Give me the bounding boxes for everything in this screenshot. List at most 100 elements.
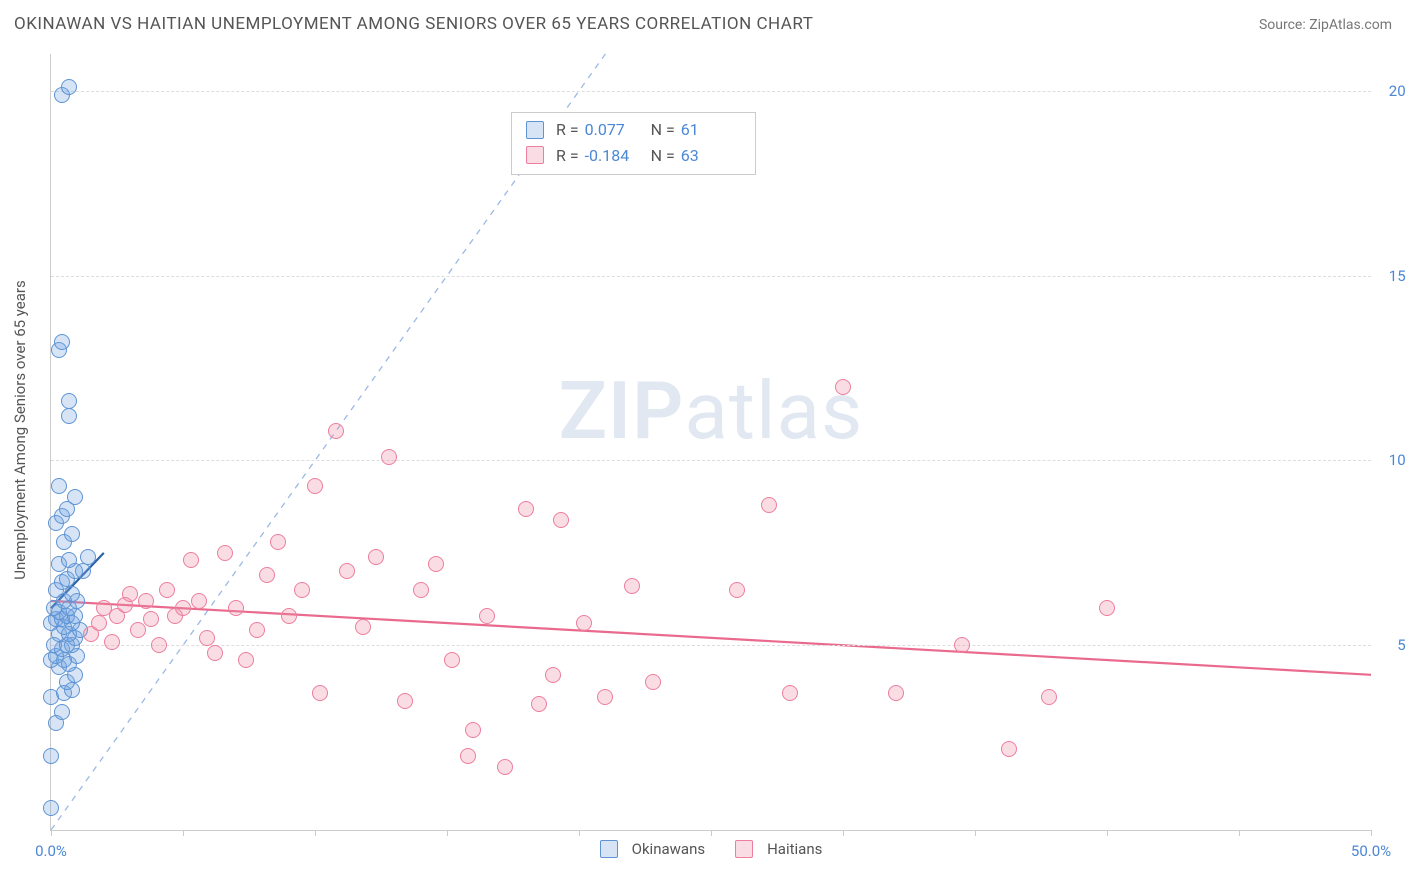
legend-label-haitians: Haitians bbox=[767, 840, 822, 858]
scatter-point-haitians bbox=[545, 667, 561, 683]
r-label: R = bbox=[556, 117, 579, 143]
scatter-point-haitians bbox=[444, 652, 460, 668]
scatter-point-haitians bbox=[460, 748, 476, 764]
scatter-point-haitians bbox=[270, 534, 286, 550]
scatter-point-haitians bbox=[151, 637, 167, 653]
scatter-point-haitians bbox=[159, 582, 175, 598]
legend-item-haitians: Haitians bbox=[735, 840, 822, 858]
n-value-haitians: 63 bbox=[681, 143, 741, 169]
chart-source: Source: ZipAtlas.com bbox=[1259, 17, 1392, 33]
scatter-point-haitians bbox=[1099, 600, 1115, 616]
x-tick bbox=[1107, 830, 1108, 836]
scatter-point-haitians bbox=[479, 608, 495, 624]
grid-line bbox=[51, 276, 1371, 277]
y-tick-label: 20.0% bbox=[1379, 82, 1406, 100]
scatter-point-haitians bbox=[294, 582, 310, 598]
scatter-point-okinawans bbox=[54, 704, 70, 720]
scatter-point-haitians bbox=[217, 545, 233, 561]
scatter-point-haitians bbox=[143, 611, 159, 627]
corr-row-okinawans: R = 0.077 N = 61 bbox=[526, 117, 741, 143]
scatter-point-haitians bbox=[183, 552, 199, 568]
scatter-point-okinawans bbox=[43, 800, 59, 816]
series-legend: Okinawans Haitians bbox=[51, 840, 1371, 858]
grid-line bbox=[51, 460, 1371, 461]
chart-title: OKINAWAN VS HAITIAN UNEMPLOYMENT AMONG S… bbox=[14, 14, 813, 34]
scatter-point-haitians bbox=[645, 674, 661, 690]
scatter-point-haitians bbox=[497, 759, 513, 775]
legend-label-okinawans: Okinawans bbox=[632, 840, 705, 858]
scatter-point-haitians bbox=[191, 593, 207, 609]
grid-line bbox=[51, 645, 1371, 646]
x-tick bbox=[711, 830, 712, 836]
scatter-point-haitians bbox=[761, 497, 777, 513]
scatter-point-haitians bbox=[207, 645, 223, 661]
scatter-point-haitians bbox=[138, 593, 154, 609]
scatter-point-haitians bbox=[597, 689, 613, 705]
scatter-point-haitians bbox=[307, 478, 323, 494]
scatter-point-haitians bbox=[355, 619, 371, 635]
scatter-point-okinawans bbox=[61, 393, 77, 409]
scatter-point-haitians bbox=[249, 622, 265, 638]
scatter-point-haitians bbox=[259, 567, 275, 583]
swatch-okinawans bbox=[526, 121, 544, 139]
y-tick-label: 10.0% bbox=[1379, 451, 1406, 469]
scatter-point-haitians bbox=[281, 608, 297, 624]
n-label: N = bbox=[651, 117, 675, 143]
chart-header: OKINAWAN VS HAITIAN UNEMPLOYMENT AMONG S… bbox=[14, 14, 1392, 34]
scatter-point-haitians bbox=[130, 622, 146, 638]
y-tick-label: 15.0% bbox=[1379, 267, 1406, 285]
scatter-point-okinawans bbox=[61, 79, 77, 95]
scatter-point-haitians bbox=[1041, 689, 1057, 705]
scatter-point-haitians bbox=[835, 379, 851, 395]
scatter-point-okinawans bbox=[64, 526, 80, 542]
scatter-point-haitians bbox=[122, 586, 138, 602]
scatter-point-haitians bbox=[782, 685, 798, 701]
x-tick bbox=[51, 830, 52, 836]
n-value-okinawans: 61 bbox=[681, 117, 741, 143]
y-axis-label: Unemployment Among Seniors over 65 years bbox=[11, 280, 29, 579]
scatter-point-okinawans bbox=[43, 748, 59, 764]
scatter-point-haitians bbox=[576, 615, 592, 631]
source-name: ZipAtlas.com bbox=[1309, 17, 1392, 33]
scatter-point-haitians bbox=[428, 556, 444, 572]
scatter-point-okinawans bbox=[61, 552, 77, 568]
x-tick bbox=[1371, 830, 1372, 836]
scatter-point-haitians bbox=[175, 600, 191, 616]
legend-item-okinawans: Okinawans bbox=[600, 840, 705, 858]
n-label: N = bbox=[651, 143, 675, 169]
scatter-point-haitians bbox=[954, 637, 970, 653]
scatter-point-okinawans bbox=[67, 489, 83, 505]
x-tick-label: 0.0% bbox=[35, 842, 67, 860]
scatter-point-haitians bbox=[888, 685, 904, 701]
scatter-point-haitians bbox=[518, 501, 534, 517]
scatter-point-okinawans bbox=[75, 563, 91, 579]
scatter-point-haitians bbox=[328, 423, 344, 439]
scatter-point-haitians bbox=[228, 600, 244, 616]
x-tick-label: 50.0% bbox=[1351, 842, 1391, 860]
scatter-point-okinawans bbox=[80, 549, 96, 565]
scatter-point-haitians bbox=[199, 630, 215, 646]
x-tick bbox=[183, 830, 184, 836]
x-tick bbox=[843, 830, 844, 836]
scatter-point-haitians bbox=[91, 615, 107, 631]
scatter-point-haitians bbox=[104, 634, 120, 650]
scatter-point-haitians bbox=[1001, 741, 1017, 757]
swatch-haitians bbox=[526, 146, 544, 164]
x-tick bbox=[447, 830, 448, 836]
scatter-point-haitians bbox=[553, 512, 569, 528]
correlation-legend: R = 0.077 N = 61 R = -0.184 N = 63 bbox=[511, 112, 756, 175]
x-tick bbox=[579, 830, 580, 836]
x-tick bbox=[975, 830, 976, 836]
scatter-point-haitians bbox=[381, 449, 397, 465]
scatter-point-haitians bbox=[531, 696, 547, 712]
corr-row-haitians: R = -0.184 N = 63 bbox=[526, 143, 741, 169]
scatter-plot-area: ZIPatlas R = 0.077 N = 61 R = -0.184 N =… bbox=[50, 54, 1371, 831]
scatter-point-haitians bbox=[465, 722, 481, 738]
scatter-point-okinawans bbox=[61, 408, 77, 424]
scatter-point-haitians bbox=[413, 582, 429, 598]
scatter-point-haitians bbox=[238, 652, 254, 668]
r-value-haitians: -0.184 bbox=[585, 143, 645, 169]
scatter-point-haitians bbox=[312, 685, 328, 701]
y-tick-label: 5.0% bbox=[1379, 636, 1406, 654]
scatter-point-haitians bbox=[624, 578, 640, 594]
